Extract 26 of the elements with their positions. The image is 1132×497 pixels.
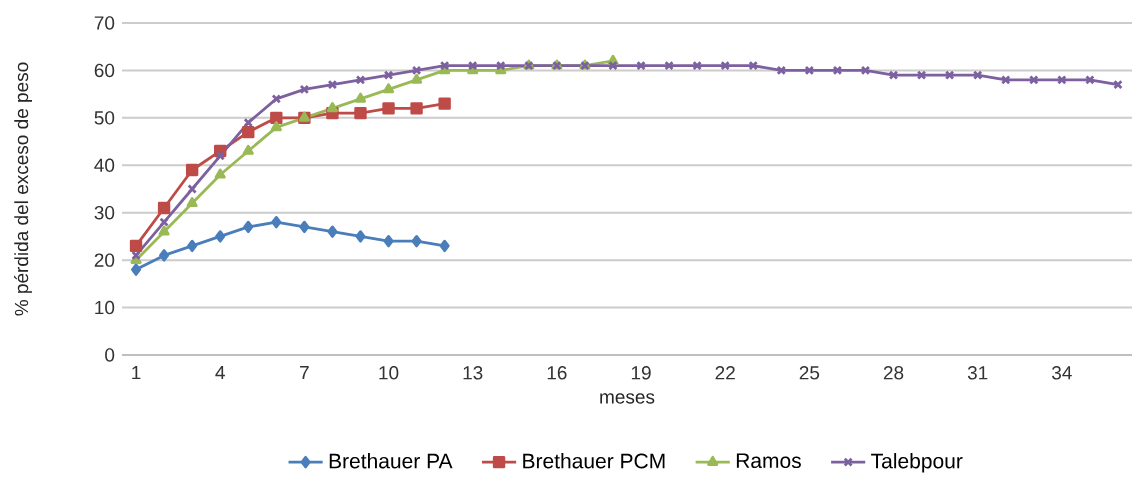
x-tick-label: 10 [379, 366, 399, 380]
y-tick-label: 60 [94, 63, 115, 78]
y-tick-label: 0 [105, 348, 115, 362]
y-tick-label: 20 [94, 253, 115, 267]
y-tick-label: 70 [94, 16, 115, 30]
legend-label: Brethauer PCM [523, 453, 665, 469]
x-tick-label: 28 [883, 366, 904, 380]
x-tick-label: 25 [799, 366, 820, 380]
legend-label: Talebpour [871, 453, 963, 473]
y-tick-label: 50 [94, 111, 115, 125]
y-tick-label: 30 [94, 205, 115, 220]
y-axis-title: % pérdida del exceso de peso [14, 62, 32, 316]
x-tick-label: 4 [215, 366, 225, 380]
legend-label: Brethauer PA [329, 453, 453, 469]
x-tick-label: 16 [547, 366, 567, 380]
x-tick-label: 7 [300, 366, 309, 380]
x-tick-label: 34 [1052, 366, 1072, 380]
x-tick-label: 1 [132, 366, 141, 380]
x-tick-label: 19 [631, 366, 651, 380]
x-tick-label: 13 [463, 366, 483, 380]
y-tick-label: 40 [94, 158, 115, 173]
x-axis-title: meses [600, 393, 655, 404]
y-tick-label: 10 [95, 300, 115, 315]
x-tick-label: 22 [715, 366, 735, 380]
legend-label: Ramos [736, 453, 801, 469]
x-tick-label: 31 [967, 366, 988, 380]
